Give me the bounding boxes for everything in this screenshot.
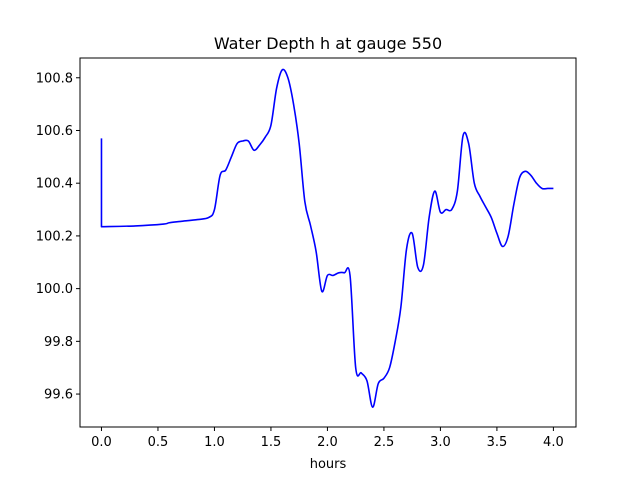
x-tick-label: 0.0 xyxy=(91,435,112,450)
x-tick-label: 0.5 xyxy=(148,435,169,450)
y-axis: 99.6 99.8 100.0 100.2 100.4 100.6 100.8 xyxy=(36,71,80,403)
series-line-0 xyxy=(100,68,554,409)
axes-frame xyxy=(79,57,577,428)
chart-title: Water Depth h at gauge 550 xyxy=(214,34,442,53)
x-tick-label: 4.0 xyxy=(543,435,564,450)
y-tick-label: 100.6 xyxy=(36,124,73,139)
y-tick-label: 99.8 xyxy=(44,335,73,350)
y-tick-label: 100.4 xyxy=(36,177,73,192)
plot-area xyxy=(100,68,554,409)
y-tick-label: 100.8 xyxy=(36,71,73,86)
x-tick-label: 1.5 xyxy=(261,435,282,450)
x-axis-label: hours xyxy=(310,457,347,472)
y-tick-label: 100.0 xyxy=(36,282,73,297)
x-tick-label: 3.0 xyxy=(430,435,451,450)
x-tick-label: 2.5 xyxy=(374,435,395,450)
x-tick-label: 3.5 xyxy=(487,435,508,450)
x-tick-label: 1.0 xyxy=(204,435,225,450)
x-axis: 0.0 0.5 1.0 1.5 2.0 2.5 3.0 3.5 4.0 xyxy=(91,427,564,450)
x-tick-label: 2.0 xyxy=(317,435,338,450)
y-tick-label: 99.6 xyxy=(44,388,73,403)
y-tick-label: 100.2 xyxy=(36,229,73,244)
